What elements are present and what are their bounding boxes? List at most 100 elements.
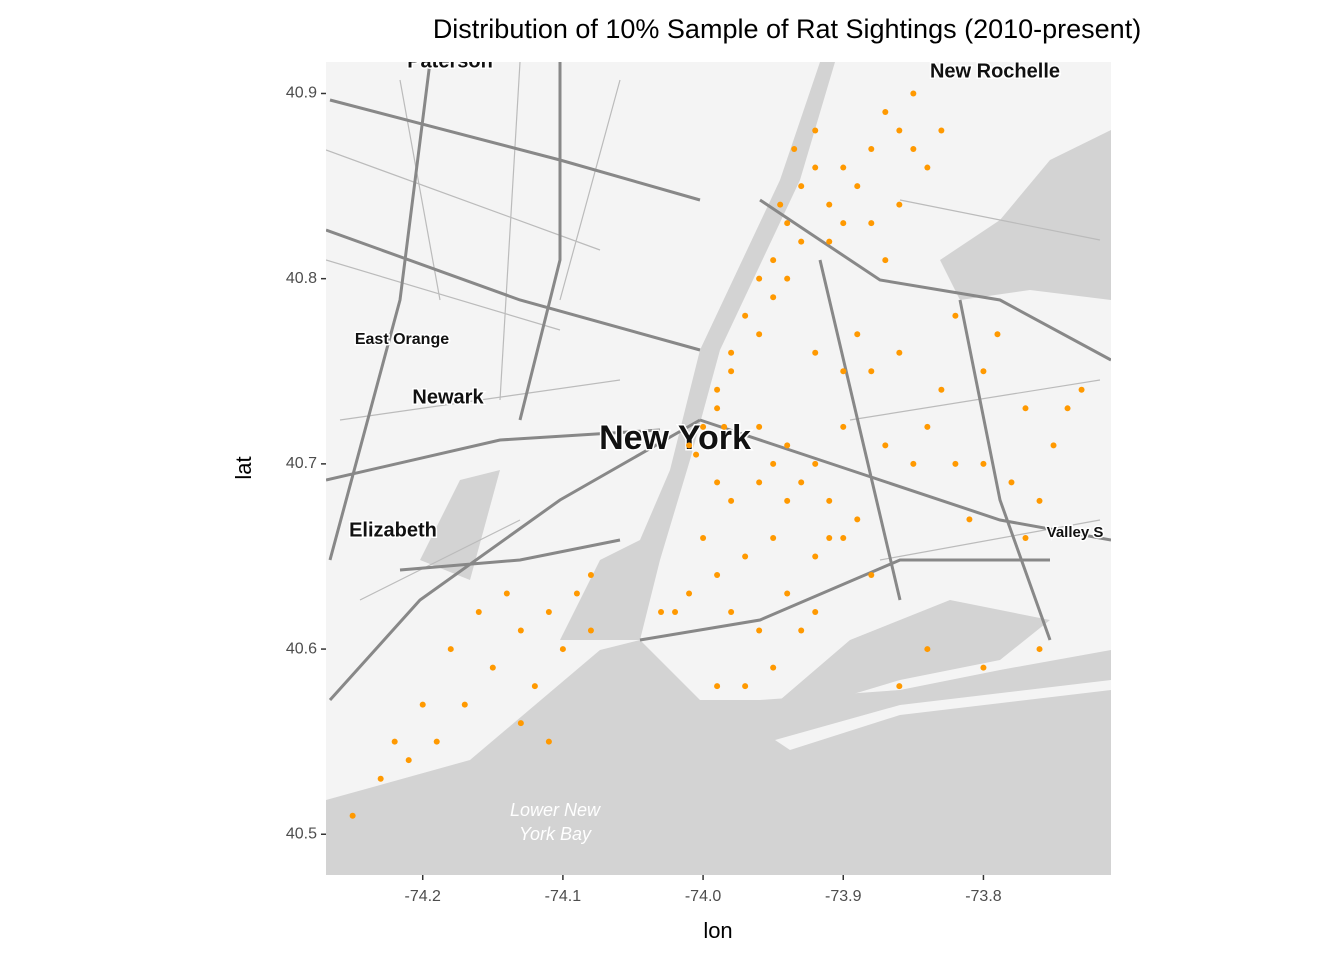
point	[840, 423, 847, 430]
point	[1050, 442, 1057, 449]
point	[882, 109, 889, 116]
point	[910, 146, 917, 153]
map: Paterson New Rochelle East Orange Newark New…	[326, 50, 1111, 875]
point	[812, 349, 819, 356]
point	[910, 460, 917, 467]
point	[349, 812, 356, 819]
point	[798, 479, 805, 486]
point	[826, 201, 833, 208]
point	[742, 553, 749, 560]
point	[868, 146, 875, 153]
point	[686, 590, 693, 597]
point	[447, 646, 454, 653]
point	[1078, 386, 1085, 393]
point	[475, 609, 482, 616]
point	[1022, 534, 1029, 541]
point	[868, 368, 875, 375]
point	[980, 460, 987, 467]
point	[1022, 405, 1029, 412]
x-tick-label: -74.1	[545, 888, 582, 905]
x-tick-label: -74.2	[404, 888, 441, 905]
point	[545, 609, 552, 616]
point	[1064, 405, 1071, 412]
point	[784, 275, 791, 282]
point	[868, 220, 875, 227]
point	[517, 627, 524, 634]
point	[756, 423, 763, 430]
point	[840, 368, 847, 375]
point	[770, 664, 777, 671]
point	[693, 451, 700, 458]
point	[812, 164, 819, 171]
y-tick-label: 40.5	[286, 825, 317, 842]
point	[377, 775, 384, 782]
y-tick-label: 40.6	[286, 640, 317, 657]
x-axis-label: lon	[703, 918, 732, 943]
point	[812, 609, 819, 616]
map-label: New Rochelle	[930, 60, 1060, 82]
point	[994, 331, 1001, 338]
point	[924, 646, 931, 653]
point	[798, 627, 805, 634]
point	[868, 571, 875, 578]
point	[770, 534, 777, 541]
point	[742, 683, 749, 690]
point	[798, 238, 805, 245]
point	[966, 516, 973, 523]
point	[924, 423, 931, 430]
point	[882, 257, 889, 264]
chart-title: Distribution of 10% Sample of Rat Sighti…	[433, 14, 1141, 44]
point	[728, 368, 735, 375]
point	[784, 497, 791, 504]
point	[756, 275, 763, 282]
point	[1036, 646, 1043, 653]
point	[798, 183, 805, 190]
point	[714, 571, 721, 578]
point	[924, 164, 931, 171]
point	[812, 553, 819, 560]
point	[882, 442, 889, 449]
point	[952, 460, 959, 467]
y-tick-label: 40.9	[286, 85, 317, 102]
map-label: East Orange	[355, 331, 449, 348]
point	[840, 534, 847, 541]
point	[503, 590, 510, 597]
point	[784, 590, 791, 597]
point	[826, 534, 833, 541]
point	[854, 183, 861, 190]
point	[573, 590, 580, 597]
point	[1008, 479, 1015, 486]
point	[770, 460, 777, 467]
point	[791, 146, 798, 153]
point	[756, 331, 763, 338]
point	[517, 720, 524, 727]
point	[433, 738, 440, 745]
point	[896, 127, 903, 134]
point	[938, 127, 945, 134]
point	[1036, 497, 1043, 504]
point	[896, 349, 903, 356]
x-tick-label: -74.0	[685, 888, 722, 905]
point	[826, 238, 833, 245]
point	[559, 646, 566, 653]
point	[728, 609, 735, 616]
point	[784, 220, 791, 227]
point	[938, 386, 945, 393]
map-label: Paterson	[407, 50, 493, 72]
point	[854, 516, 861, 523]
map-label: Lower New	[510, 800, 601, 820]
point	[658, 609, 665, 616]
point	[980, 368, 987, 375]
x-tick-label: -73.8	[965, 888, 1002, 905]
point	[700, 534, 707, 541]
point	[587, 571, 594, 578]
point	[587, 627, 594, 634]
point	[980, 664, 987, 671]
point	[672, 609, 679, 616]
point	[489, 664, 496, 671]
point	[714, 405, 721, 412]
point	[728, 349, 735, 356]
point	[952, 312, 959, 319]
point	[896, 201, 903, 208]
